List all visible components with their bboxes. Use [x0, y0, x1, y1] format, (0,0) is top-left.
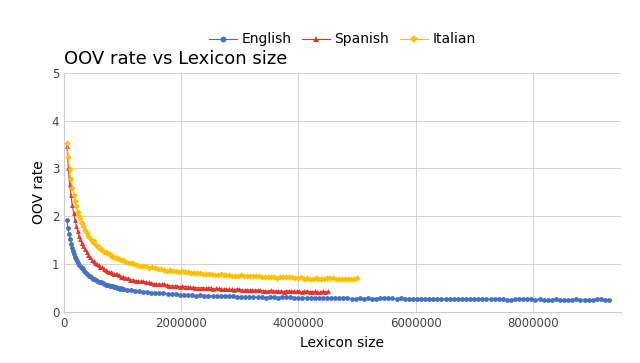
Spanish: [99, 265, 106, 269]
English: [180, 293, 188, 297]
Spanish: [303, 289, 311, 293]
Legend: English, Spanish, Italian: English, Spanish, Italian: [204, 27, 481, 52]
Italian: [163, 269, 171, 273]
Line: Spanish: Spanish: [65, 144, 330, 295]
English: [454, 297, 461, 301]
X-axis label: Lexicon size: Lexicon size: [300, 336, 385, 350]
Line: Italian: Italian: [65, 140, 359, 282]
Italian: [99, 248, 106, 253]
Spanish: [324, 289, 332, 294]
Text: OOV rate vs Lexicon size: OOV rate vs Lexicon size: [64, 50, 287, 68]
English: [63, 218, 71, 223]
Italian: [104, 251, 111, 256]
Spanish: [95, 263, 102, 268]
Italian: [353, 276, 361, 281]
English: [605, 298, 613, 302]
Italian: [330, 276, 337, 281]
Line: English: English: [65, 218, 611, 302]
Italian: [339, 277, 346, 282]
Italian: [110, 255, 118, 260]
English: [83, 272, 91, 277]
Italian: [63, 140, 71, 145]
English: [68, 246, 76, 250]
Spanish: [110, 272, 118, 276]
English: [79, 267, 87, 272]
Y-axis label: OOV rate: OOV rate: [32, 160, 46, 224]
Spanish: [63, 144, 71, 148]
Italian: [95, 245, 102, 249]
English: [388, 296, 396, 301]
Spanish: [157, 282, 165, 286]
Spanish: [104, 269, 111, 273]
Spanish: [316, 290, 324, 295]
